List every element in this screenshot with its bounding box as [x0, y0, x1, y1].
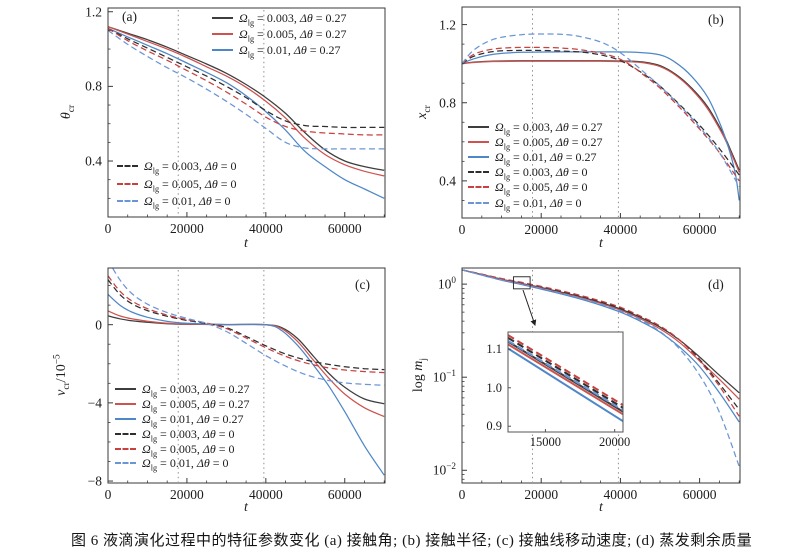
zoom-arrow — [522, 289, 537, 326]
panel-b-series-4 — [462, 46, 740, 182]
inset-series-4 — [507, 336, 624, 409]
panel-a-series-0 — [108, 26, 385, 171]
panel-a-series-2 — [108, 27, 385, 199]
panel-b-series-3 — [462, 49, 740, 176]
inset-border — [507, 331, 624, 433]
panel-d-series-4 — [462, 269, 740, 417]
panel-a-series-3 — [108, 27, 385, 129]
inset-series-5 — [507, 334, 624, 406]
panel-c-series-1 — [108, 310, 385, 418]
panel-b-series-1 — [462, 60, 740, 173]
panel-c-series-5 — [111, 268, 385, 386]
panel-a-series-4 — [108, 27, 385, 136]
zoom-region-rect — [512, 276, 531, 290]
inset-series-1 — [507, 343, 624, 416]
panel-c-series-2 — [108, 293, 385, 476]
panel-b-spine — [461, 6, 741, 219]
panel-c-series-group — [108, 268, 385, 476]
inset-series-0 — [507, 347, 624, 423]
figure-caption: 图 6 液滴演化过程中的特征参数变化 (a) 接触角; (b) 接触半径; (c… — [71, 533, 753, 549]
panel-b-series-group — [462, 33, 740, 201]
panel-d-series-5 — [462, 269, 740, 467]
panel-a-series-1 — [108, 26, 385, 177]
panel-d-series-2 — [462, 269, 740, 423]
panel-a-spine — [107, 7, 386, 218]
inset-series-3 — [507, 339, 624, 411]
panel-a-series-group — [108, 26, 385, 199]
inset-background — [508, 332, 623, 432]
panel-d-series-1 — [462, 269, 740, 400]
panel-b-series-2 — [462, 51, 740, 201]
panel-d-series-group — [462, 269, 740, 467]
panel-b-series-0 — [462, 60, 740, 171]
panel-c-series-4 — [108, 275, 385, 374]
panel-c-series-0 — [108, 315, 385, 405]
panel-c-series-3 — [108, 279, 385, 371]
panel-c-spine — [107, 267, 386, 484]
panel-b-series-5 — [462, 33, 740, 188]
panel-a-series-5 — [108, 29, 385, 150]
